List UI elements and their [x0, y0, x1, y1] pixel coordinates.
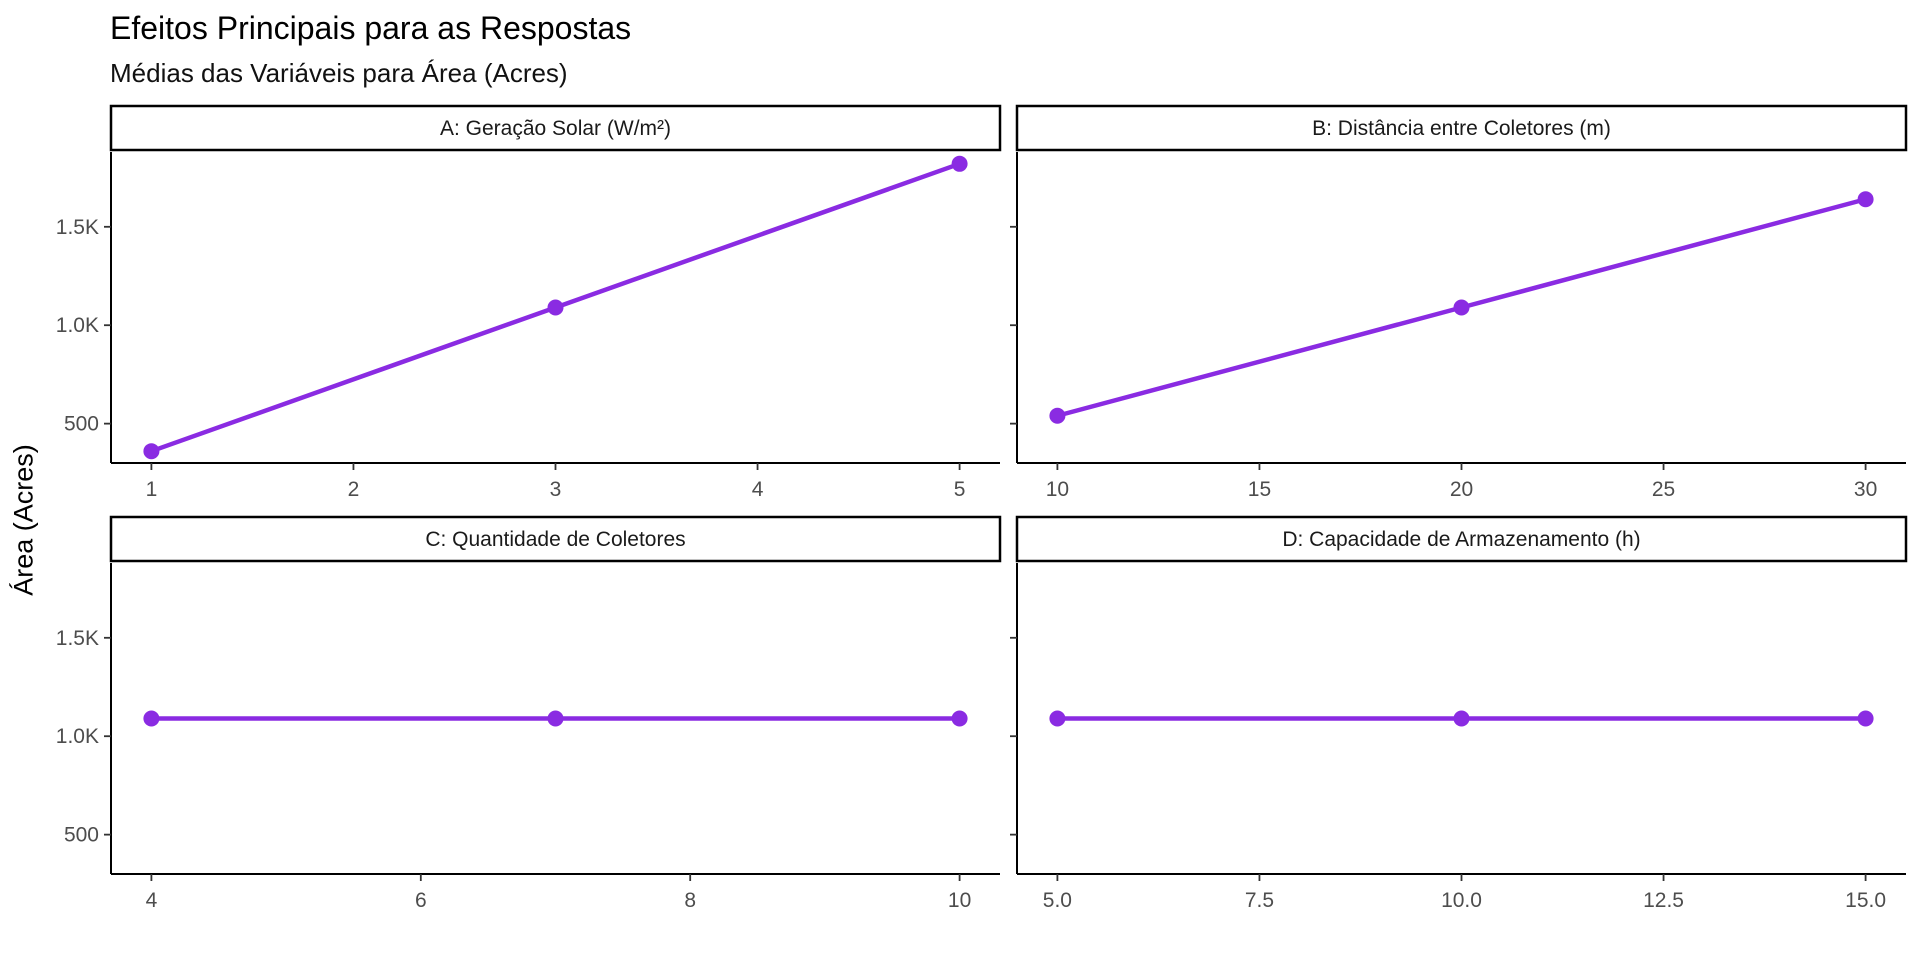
x-tick-label-B: 25 — [1652, 478, 1675, 501]
data-point-D — [1857, 710, 1874, 727]
x-tick-label-C: 8 — [684, 889, 696, 912]
strip-box-C — [109, 515, 1002, 563]
x-tick-label-D: 5.0 — [1043, 889, 1072, 912]
x-tick-label-A: 3 — [550, 478, 562, 501]
y-tick-label-A: 1.0K — [56, 314, 99, 337]
strip-label-C: C: Quantidade de Coletores — [425, 528, 685, 551]
x-tick-label-A: 1 — [146, 478, 158, 501]
strip-box-B — [1015, 104, 1908, 152]
panel-B: B: Distância entre Coletores (m) 10 15 20 25… — [1010, 104, 1908, 501]
x-tick-label-A: 5 — [954, 478, 966, 501]
data-point-C — [547, 710, 564, 727]
data-point-D — [1049, 710, 1066, 727]
x-tick-label-B: 20 — [1450, 478, 1473, 501]
x-tick-label-B: 15 — [1248, 478, 1271, 501]
data-point-A — [951, 155, 968, 172]
data-point-C — [143, 710, 160, 727]
data-point-B — [1857, 191, 1874, 208]
y-tick-label-A: 500 — [64, 413, 99, 436]
y-tick-label-A: 1.5K — [56, 216, 99, 239]
strip-label-D: D: Capacidade de Armazenamento (h) — [1282, 528, 1640, 551]
strip-box-D — [1015, 515, 1908, 563]
panel-D: D: Capacidade de Armazenamento (h) 5.0 7.5… — [1010, 515, 1908, 912]
x-tick-label-C: 4 — [146, 889, 158, 912]
x-tick-label-B: 30 — [1854, 478, 1877, 501]
strip-label-B: B: Distância entre Coletores (m) — [1312, 117, 1611, 140]
x-tick-label-D: 12.5 — [1643, 889, 1684, 912]
panel-A: A: Geração Solar (W/m²) 1 2 3 4 5 500 1.0K 1.5K — [56, 104, 1002, 501]
x-tick-label-D: 10.0 — [1441, 889, 1482, 912]
x-tick-label-C: 6 — [415, 889, 427, 912]
x-tick-label-B: 10 — [1046, 478, 1069, 501]
data-point-C — [951, 710, 968, 727]
data-point-D — [1453, 710, 1470, 727]
panel-C: C: Quantidade de Coletores 4 6 8 10 500 1.0K 1.… — [56, 515, 1002, 912]
strip-box-A — [109, 104, 1002, 152]
x-tick-label-A: 2 — [348, 478, 360, 501]
chart-title: Efeitos Principais para as Respostas — [110, 10, 632, 46]
x-tick-label-D: 7.5 — [1245, 889, 1274, 912]
x-tick-label-C: 10 — [948, 889, 971, 912]
chart-subtitle: Médias das Variáveis para Área (Acres) — [110, 58, 568, 88]
y-tick-label-C: 1.0K — [56, 725, 99, 748]
data-point-A — [547, 299, 564, 316]
strip-label-A: A: Geração Solar (W/m²) — [440, 117, 671, 140]
data-point-B — [1453, 299, 1470, 316]
y-tick-label-C: 500 — [64, 824, 99, 847]
x-tick-label-D: 15.0 — [1845, 889, 1886, 912]
x-tick-label-A: 4 — [752, 478, 764, 501]
y-tick-label-C: 1.5K — [56, 627, 99, 650]
data-point-B — [1049, 407, 1066, 424]
data-point-A — [143, 443, 160, 460]
